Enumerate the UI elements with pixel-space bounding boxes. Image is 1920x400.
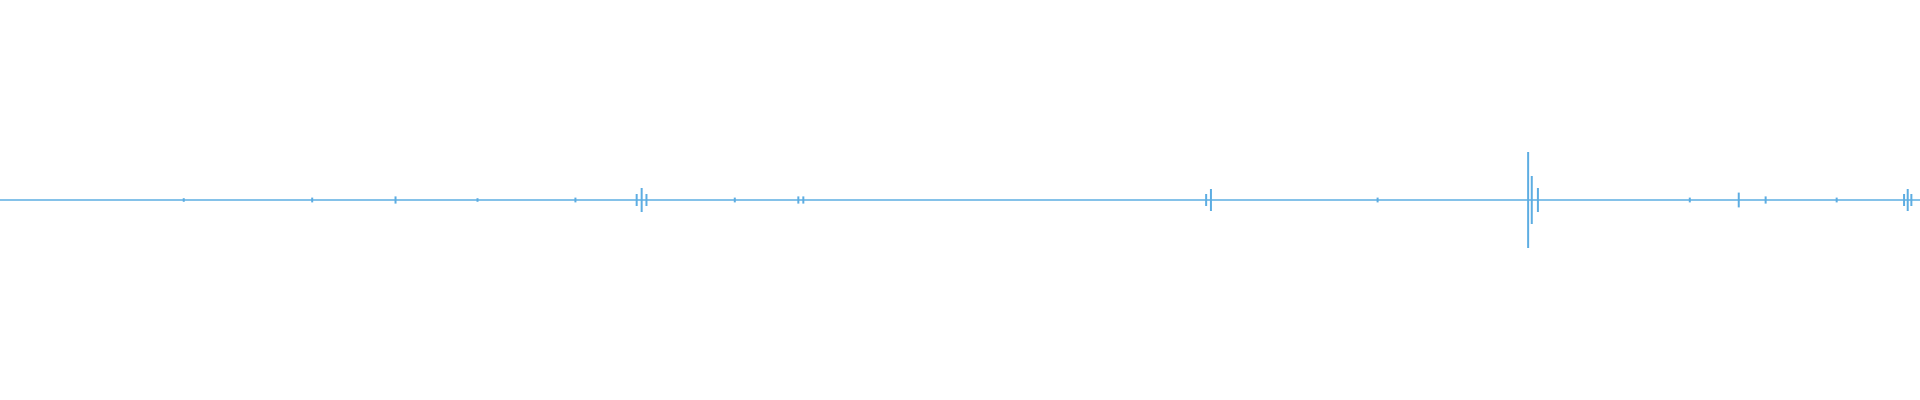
page: (() => { const data = JSON.parse(documen…	[0, 152, 1920, 248]
waveform-view	[0, 152, 1920, 248]
